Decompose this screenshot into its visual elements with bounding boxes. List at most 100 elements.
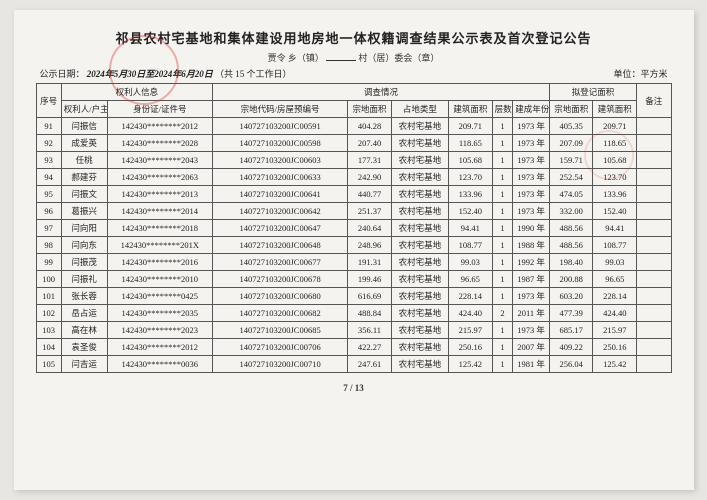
table-cell: 1973 年 — [513, 152, 550, 169]
table-cell: 95 — [36, 186, 61, 203]
table-row: 97闫向阳142430********2018140727103200JC006… — [36, 220, 671, 237]
table-cell: 1981 年 — [513, 356, 550, 373]
table-cell: 104 — [36, 339, 61, 356]
table-cell: 142430********2063 — [107, 169, 212, 186]
table-cell: 251.37 — [348, 203, 392, 220]
col-reg-build: 建筑面积 — [593, 101, 637, 118]
table-cell: 152.40 — [593, 203, 637, 220]
page-footer: 7 / 13 — [36, 383, 672, 393]
table-row: 104袁圣俊142430********2012140727103200JC00… — [36, 339, 671, 356]
colgroup-reg: 拟登记面积 — [549, 84, 636, 101]
table-cell: 488.56 — [549, 220, 593, 237]
table-cell: 2007 年 — [513, 339, 550, 356]
table-cell: 140727103200JC00677 — [213, 254, 348, 271]
table-cell: 101 — [36, 288, 61, 305]
table-cell — [637, 118, 671, 135]
col-note: 备注 — [637, 84, 671, 118]
table-cell: 140727103200JC00633 — [213, 169, 348, 186]
table-cell: 闫吉运 — [61, 356, 107, 373]
table-cell: 葛振兴 — [61, 203, 107, 220]
col-floors: 层数 — [492, 101, 513, 118]
table-cell: 332.00 — [549, 203, 593, 220]
table-cell: 1992 年 — [513, 254, 550, 271]
township-label: 乡（镇） — [288, 53, 324, 63]
col-year: 建成年份 — [513, 101, 550, 118]
table-cell: 200.88 — [549, 271, 593, 288]
table-cell — [637, 135, 671, 152]
table-cell: 603.20 — [549, 288, 593, 305]
table-cell: 郝建芬 — [61, 169, 107, 186]
table-cell: 1988 年 — [513, 237, 550, 254]
table-cell: 闫向阳 — [61, 220, 107, 237]
table-cell — [637, 288, 671, 305]
table-cell: 228.14 — [593, 288, 637, 305]
table-cell: 农村宅基地 — [391, 339, 448, 356]
table-cell — [637, 322, 671, 339]
table-cell: 1 — [492, 169, 513, 186]
table-cell: 1973 年 — [513, 322, 550, 339]
table-cell: 1990 年 — [513, 220, 550, 237]
table-cell: 142430********0425 — [107, 288, 212, 305]
table-cell: 农村宅基地 — [391, 271, 448, 288]
table-cell: 133.96 — [449, 186, 493, 203]
table-cell: 133.96 — [593, 186, 637, 203]
table-cell: 248.96 — [348, 237, 392, 254]
table-cell: 1 — [492, 322, 513, 339]
table-cell: 94.41 — [593, 220, 637, 237]
table-cell: 1973 年 — [513, 288, 550, 305]
table-cell — [637, 220, 671, 237]
table-cell: 1 — [492, 271, 513, 288]
table-cell: 91 — [36, 118, 61, 135]
table-cell: 209.71 — [449, 118, 493, 135]
table-cell: 140727103200JC00706 — [213, 339, 348, 356]
table-cell: 1 — [492, 339, 513, 356]
table-cell: 356.11 — [348, 322, 392, 339]
table-cell: 140727103200JC00685 — [213, 322, 348, 339]
table-cell: 142430********2012 — [107, 118, 212, 135]
table-cell — [637, 339, 671, 356]
table-cell — [637, 305, 671, 322]
table-cell — [637, 254, 671, 271]
table-cell: 142430********2043 — [107, 152, 212, 169]
village-label: 村（居）委会（章） — [358, 53, 439, 63]
col-build-area: 建筑面积 — [449, 101, 493, 118]
table-cell: 142430********0036 — [107, 356, 212, 373]
table-cell: 685.17 — [549, 322, 593, 339]
table-cell: 1973 年 — [513, 118, 550, 135]
table-cell: 250.16 — [449, 339, 493, 356]
table-cell: 140727103200JC00682 — [213, 305, 348, 322]
table-cell: 142430********2016 — [107, 254, 212, 271]
table-cell: 96.65 — [449, 271, 493, 288]
table-cell: 488.84 — [348, 305, 392, 322]
col-id: 身份证/证件号 — [107, 101, 212, 118]
publish-label: 公示日期： — [40, 69, 85, 79]
unit-label: 单位：平方米 — [613, 67, 667, 80]
table-cell: 105 — [36, 356, 61, 373]
table-cell: 1 — [492, 203, 513, 220]
table-cell: 422.27 — [348, 339, 392, 356]
table-cell: 207.40 — [348, 135, 392, 152]
table-row: 96葛振兴142430********2014140727103200JC006… — [36, 203, 671, 220]
table-cell: 140727103200JC00710 — [213, 356, 348, 373]
table-cell: 农村宅基地 — [391, 356, 448, 373]
table-cell: 250.16 — [593, 339, 637, 356]
table-cell: 256.04 — [549, 356, 593, 373]
table-cell: 488.56 — [549, 237, 593, 254]
table-cell: 1 — [492, 152, 513, 169]
table-cell: 农村宅基地 — [391, 237, 448, 254]
table-cell: 108.77 — [449, 237, 493, 254]
table-cell: 440.77 — [348, 186, 392, 203]
results-table: 序号 权利人信息 调查情况 拟登记面积 备注 权利人/户主 身份证/证件号 宗地… — [36, 83, 672, 373]
table-cell: 张长蓉 — [61, 288, 107, 305]
township-prefix: 贾令 — [268, 53, 286, 63]
table-cell: 140727103200JC00598 — [213, 135, 348, 152]
table-cell: 142430********2014 — [107, 203, 212, 220]
table-cell: 1 — [492, 135, 513, 152]
table-cell: 142430********2035 — [107, 305, 212, 322]
table-cell: 闫振茂 — [61, 254, 107, 271]
document-page: 祁县农村宅基地和集体建设用地房地一体权籍调查结果公示表及首次登记公告 贾令 乡（… — [14, 10, 694, 490]
table-cell — [637, 169, 671, 186]
table-row: 99闫振茂142430********2016140727103200JC006… — [36, 254, 671, 271]
blank-field — [326, 60, 356, 61]
table-cell: 农村宅基地 — [391, 169, 448, 186]
